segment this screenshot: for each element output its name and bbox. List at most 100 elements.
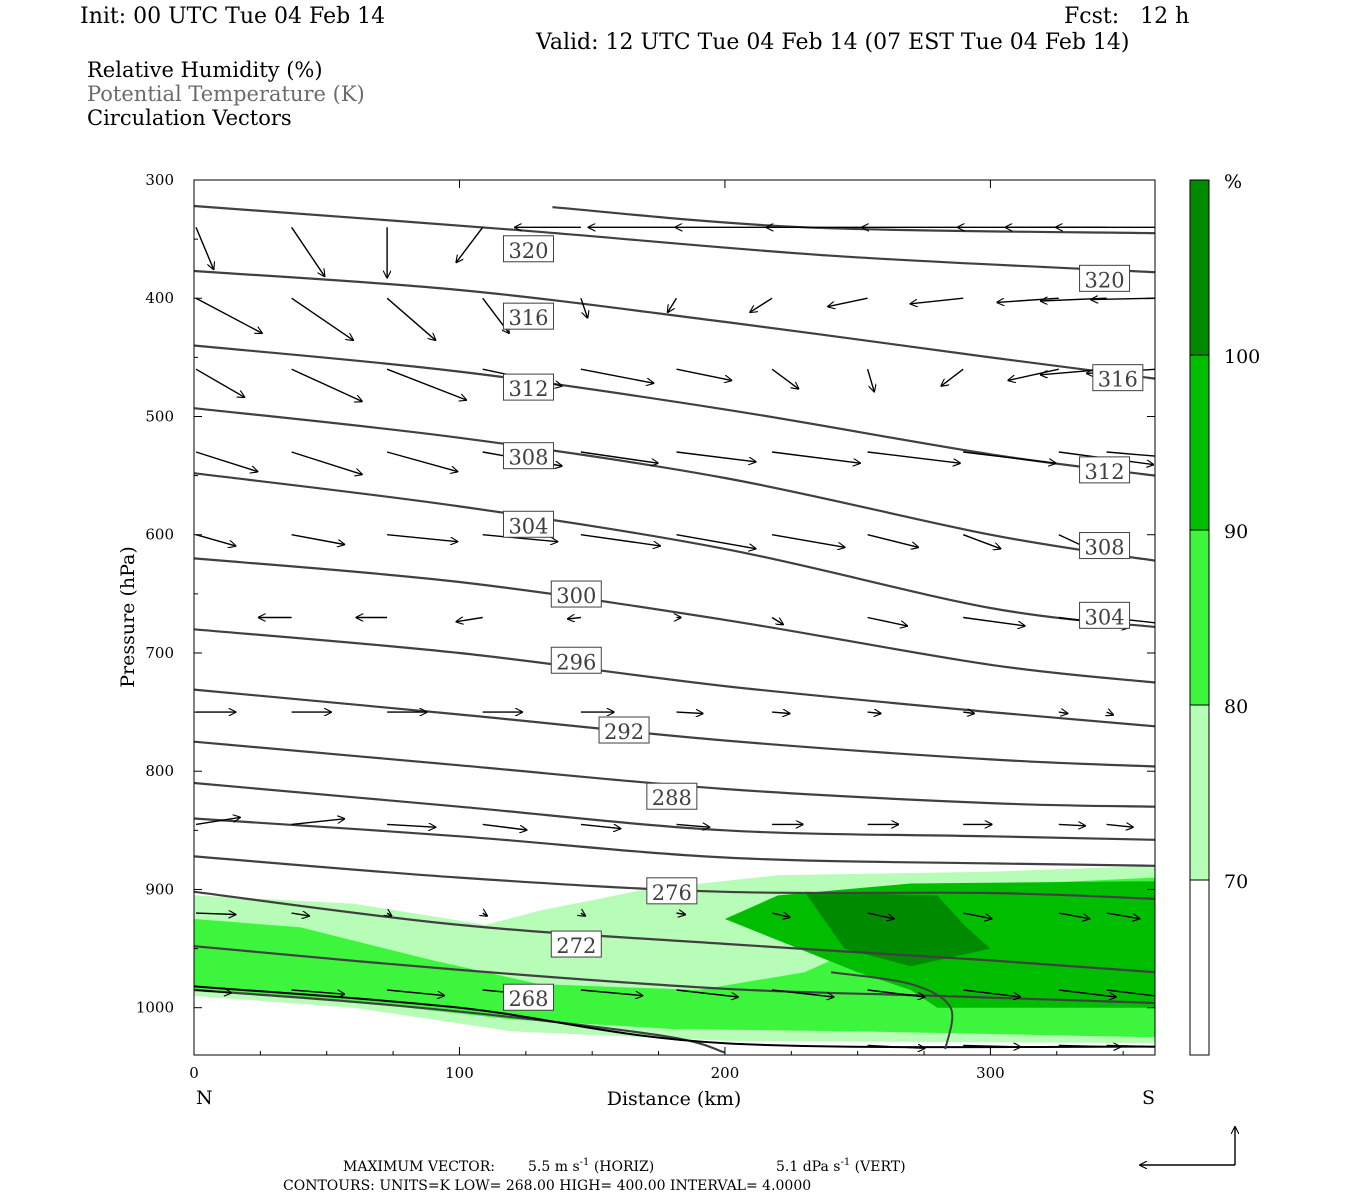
- theta-contour-unlabeled-13: [194, 890, 1155, 974]
- contour-label-288-8: 288: [646, 782, 698, 810]
- vector-r8-c2: [387, 913, 391, 916]
- contour-label-text: 312: [1085, 460, 1125, 484]
- x-tick-label-100: 100: [445, 1064, 474, 1082]
- colorbar-segment-4: [1190, 880, 1209, 1055]
- contour-label-text: 312: [508, 377, 548, 401]
- vector-r4-c8: [962, 534, 1000, 549]
- vector-r5-c3: [456, 618, 483, 622]
- vector-r10-c7: [867, 1046, 925, 1049]
- theta-contour-288-9: [194, 740, 1155, 808]
- contour-label-text: 304: [1085, 605, 1125, 629]
- theta-contour-276-12: [194, 855, 1155, 900]
- vector-r8-c10: [1106, 912, 1140, 919]
- contour-label-text: 276: [652, 881, 692, 905]
- contour-label-box: [502, 235, 554, 263]
- vector-r7-c2: [387, 824, 435, 827]
- vector-r7-c1: [291, 819, 345, 826]
- x-end-left: N: [196, 1087, 213, 1109]
- rh-region-100-3: [804, 891, 991, 967]
- contour-label-316-13: 316: [1092, 364, 1144, 392]
- vector-r3-c0: [195, 451, 258, 472]
- vector-r6-c11: [1157, 712, 1164, 716]
- contour-label-320-12: 320: [1079, 264, 1131, 292]
- vector-r4-c6: [771, 534, 845, 548]
- colorbar-unit: %: [1224, 171, 1242, 193]
- vector-r1-c5: [668, 297, 678, 312]
- vector-r4-c7: [867, 534, 919, 548]
- footer-max-vert: 5.1 dPa s-1 (VERT): [776, 1157, 906, 1175]
- vector-r5-c7: [867, 616, 908, 626]
- vector-r2-c5: [676, 368, 732, 380]
- colorbar-label-70: 70: [1224, 871, 1248, 893]
- vector-r9-c1: [291, 989, 345, 994]
- vector-r7-c9: [1058, 824, 1085, 825]
- contour-label-text: 300: [556, 584, 596, 608]
- theta-contour-unlabeled-11: [194, 817, 1155, 867]
- theta-contour-320-0: [552, 206, 1155, 235]
- vector-r9-c7: [867, 989, 925, 997]
- vector-r8-c4: [581, 913, 585, 916]
- theta-contour-296-7: [194, 628, 1155, 728]
- theta-contour-304-5: [194, 472, 1155, 629]
- vector-r3-c4: [580, 451, 658, 463]
- vector-r2-c6: [771, 368, 798, 389]
- vector-r3-c2: [386, 451, 457, 472]
- contour-label-text: 316: [1098, 368, 1138, 392]
- legend-rh: Relative Humidity (%): [87, 58, 323, 82]
- vector-r5-c4: [568, 618, 581, 619]
- colorbar: 70 80 90 100: [1189, 179, 1260, 1056]
- vector-r8-c1: [291, 913, 310, 916]
- vector-r9-c5: [676, 989, 739, 997]
- vector-r2-c0: [195, 368, 244, 397]
- vector-r3-c1: [291, 451, 362, 474]
- vector-r1-c11: [1091, 298, 1155, 299]
- vector-r2-c1: [291, 368, 362, 401]
- vector-r7-c10: [1106, 824, 1133, 827]
- colorbar-segment-2: [1190, 530, 1209, 705]
- theta-contour-308-4: [194, 407, 1155, 562]
- vector-r1-c9: [997, 297, 1059, 302]
- contour-label-text: 292: [604, 720, 644, 744]
- contour-label-296-6: 296: [550, 646, 602, 674]
- vector-r4-c2: [387, 534, 457, 542]
- contour-label-276-9: 276: [646, 877, 698, 905]
- contour-label-box: [646, 782, 698, 810]
- contour-label-layer: 320 316 312 308 304 300 296 292 288 276 272 268 320 3…: [502, 235, 1144, 1011]
- footer-max-horiz-unit: (HORIZ): [594, 1159, 654, 1175]
- vector-r2-c9: [1008, 368, 1059, 380]
- vector-r5-c8: [963, 616, 1025, 626]
- contour-label-text: 296: [556, 650, 596, 674]
- contour-label-box: [1079, 601, 1131, 629]
- vector-r3-c8: [963, 451, 1055, 463]
- contour-label-text: 316: [508, 306, 548, 330]
- vector-r3-c10: [1106, 451, 1155, 457]
- contour-label-box: [1092, 364, 1144, 392]
- contour-label-308-15: 308: [1079, 532, 1131, 560]
- contour-label-316-1: 316: [502, 302, 554, 330]
- theta-contour-316-2: [194, 269, 1155, 380]
- vector-r6-c9: [1058, 712, 1068, 713]
- footer-max-horiz-value: 5.5 m s: [528, 1159, 580, 1175]
- axis-layer: 300 400 500 600 700 800 900 1000 0 100 200 300: [136, 171, 1155, 1082]
- contour-label-text: 288: [652, 786, 692, 810]
- colorbar-label-100: 100: [1224, 346, 1260, 368]
- vector-r9-c2: [387, 989, 444, 996]
- theta-contour-272-14: [194, 945, 1155, 1005]
- contour-label-268-11: 268: [502, 983, 554, 1011]
- theta-contour-layer: [194, 204, 1155, 1054]
- vector-r4-c11: [1157, 535, 1175, 552]
- vector-r1-c0: [195, 297, 262, 333]
- vector-r2-c8: [941, 368, 964, 386]
- footer-max-vert-value: 5.1 dPa s: [776, 1159, 840, 1175]
- vector-r7-c0: [195, 817, 240, 826]
- theta-contour-292-8: [194, 688, 1155, 768]
- vector-r1-c4: [580, 297, 588, 318]
- vector-r1-c2: [386, 297, 435, 340]
- vector-r7-c11: [1157, 824, 1188, 828]
- vector-r10-c9: [1058, 1046, 1121, 1047]
- contour-label-box: [502, 510, 554, 538]
- vector-r8-c9: [1058, 912, 1090, 919]
- x-tick-label-300: 300: [976, 1064, 1005, 1082]
- contour-label-box: [502, 302, 554, 330]
